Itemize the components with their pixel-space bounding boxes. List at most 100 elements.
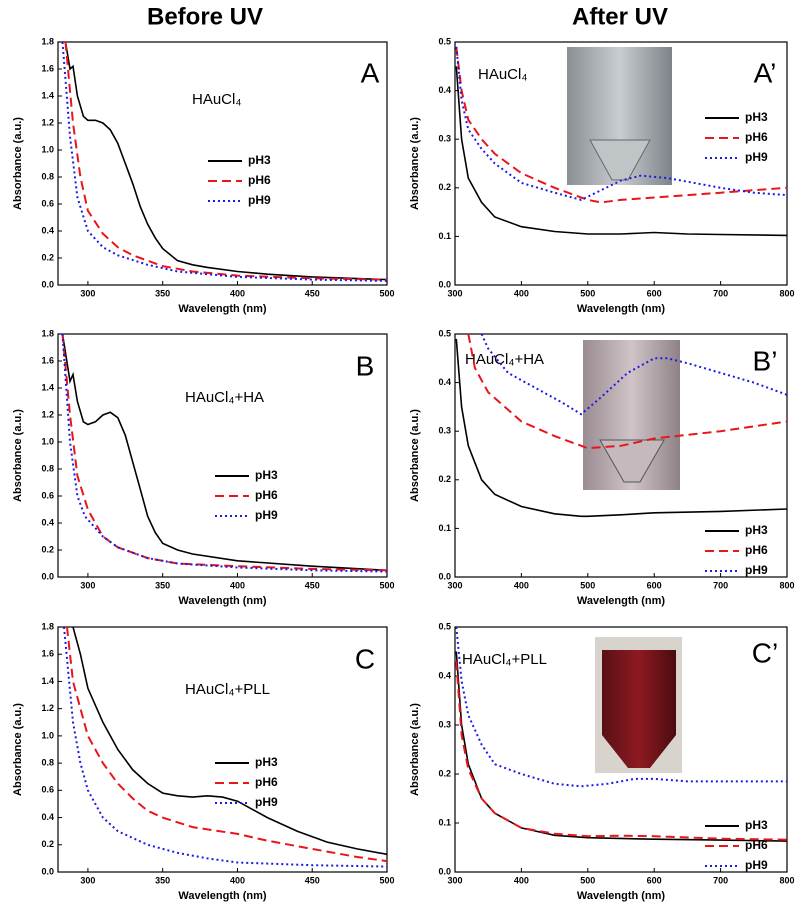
y-tick-label: 0.4: [41, 517, 54, 527]
y-tick-label: 0.5: [438, 36, 451, 46]
series-line: [455, 627, 787, 788]
y-axis-label: Absorbance (a.u.): [12, 703, 24, 796]
panel-letter: A’: [754, 57, 777, 88]
panel-letter: B’: [753, 345, 778, 376]
x-tick-label: 400: [514, 288, 529, 298]
legend-label: pH3: [745, 110, 768, 124]
x-tick-label: 500: [379, 875, 394, 885]
series-line: [455, 661, 787, 841]
x-tick-label: 800: [779, 580, 794, 590]
series-line: [64, 42, 387, 281]
series-line: [61, 334, 387, 572]
y-tick-label: 0.2: [41, 544, 54, 554]
x-tick-label: 500: [580, 580, 595, 590]
series-line: [467, 334, 787, 450]
y-tick-label: 0.0: [41, 866, 54, 876]
annotation: HAuCl₄+PLL: [462, 651, 547, 668]
y-tick-label: 0.0: [438, 866, 451, 876]
y-tick-label: 1.4: [41, 676, 54, 686]
legend-label: pH9: [745, 150, 768, 164]
x-tick-label: 500: [379, 288, 394, 298]
column-title: Before UV: [147, 3, 263, 30]
y-tick-label: 0.3: [438, 719, 451, 729]
y-tick-label: 1.6: [41, 63, 54, 73]
x-tick-label: 600: [647, 288, 662, 298]
y-tick-label: 0.1: [438, 817, 451, 827]
series-line: [455, 66, 787, 237]
y-tick-label: 0.3: [438, 426, 451, 436]
y-axis-label: Absorbance (a.u.): [12, 117, 24, 210]
x-tick-label: 350: [155, 875, 170, 885]
y-axis-label: Absorbance (a.u.): [12, 409, 24, 502]
y-tick-label: 0.4: [438, 85, 451, 95]
x-tick-label: 400: [514, 580, 529, 590]
legend-label: pH9: [255, 508, 278, 522]
legend-label: pH9: [745, 858, 768, 872]
y-tick-label: 1.8: [41, 621, 54, 631]
legend-label: pH3: [745, 818, 768, 832]
legend-label: pH6: [745, 838, 768, 852]
legend-label: pH3: [255, 755, 278, 769]
legend-label: pH3: [745, 523, 768, 537]
plot-frame: [57, 626, 388, 873]
x-axis-label: Wavelength (nm): [178, 595, 267, 607]
y-tick-label: 1.6: [41, 355, 54, 365]
series-line: [480, 334, 787, 416]
x-tick-label: 400: [230, 580, 245, 590]
x-axis-label: Wavelength (nm): [178, 890, 267, 902]
y-tick-label: 0.4: [438, 377, 451, 387]
x-tick-label: 300: [80, 288, 95, 298]
x-tick-label: 400: [514, 875, 529, 885]
y-tick-label: 0.0: [41, 279, 54, 289]
legend-label: pH3: [255, 468, 278, 482]
y-tick-label: 1.2: [41, 703, 54, 713]
y-tick-label: 1.6: [41, 649, 54, 659]
legend-label: pH9: [745, 563, 768, 577]
x-tick-label: 800: [779, 288, 794, 298]
y-tick-label: 0.0: [438, 571, 451, 581]
y-tick-label: 0.1: [438, 523, 451, 533]
x-tick-label: 800: [779, 875, 794, 885]
annotation: HAuCl₄+PLL: [185, 681, 270, 698]
x-axis-label: Wavelength (nm): [577, 595, 666, 607]
y-tick-label: 0.0: [438, 279, 451, 289]
x-tick-label: 300: [447, 580, 462, 590]
x-tick-label: 300: [80, 580, 95, 590]
x-tick-label: 450: [305, 288, 320, 298]
series-line: [63, 627, 387, 868]
y-tick-label: 1.8: [41, 328, 54, 338]
legend-label: pH6: [255, 488, 278, 502]
x-axis-label: Wavelength (nm): [577, 303, 666, 315]
series-line: [455, 46, 787, 204]
x-tick-label: 600: [647, 580, 662, 590]
inset-photo: [583, 340, 680, 490]
y-tick-label: 0.8: [41, 171, 54, 181]
series-line: [61, 334, 387, 572]
y-tick-label: 1.8: [41, 36, 54, 46]
y-tick-label: 0.3: [438, 134, 451, 144]
y-tick-label: 0.6: [41, 490, 54, 500]
series-line: [455, 651, 787, 842]
x-tick-label: 500: [580, 288, 595, 298]
y-tick-label: 1.2: [41, 117, 54, 127]
y-tick-label: 0.2: [438, 768, 451, 778]
y-tick-label: 1.2: [41, 409, 54, 419]
x-tick-label: 600: [647, 875, 662, 885]
series-line: [72, 627, 387, 856]
y-tick-label: 0.2: [41, 252, 54, 262]
x-axis-label: Wavelength (nm): [577, 890, 666, 902]
x-tick-label: 700: [713, 288, 728, 298]
annotation: HAuCl₄: [192, 91, 241, 108]
x-tick-label: 300: [447, 288, 462, 298]
y-tick-label: 0.8: [41, 463, 54, 473]
x-tick-label: 350: [155, 288, 170, 298]
y-tick-label: 0.4: [438, 670, 451, 680]
x-axis-label: Wavelength (nm): [178, 303, 267, 315]
series-line: [455, 338, 787, 518]
y-tick-label: 0.5: [438, 621, 451, 631]
y-tick-label: 0.2: [438, 182, 451, 192]
column-title: After UV: [572, 3, 668, 30]
y-axis-label: Absorbance (a.u.): [409, 703, 421, 796]
plot-frame: [454, 626, 788, 873]
y-tick-label: 1.0: [41, 144, 54, 154]
